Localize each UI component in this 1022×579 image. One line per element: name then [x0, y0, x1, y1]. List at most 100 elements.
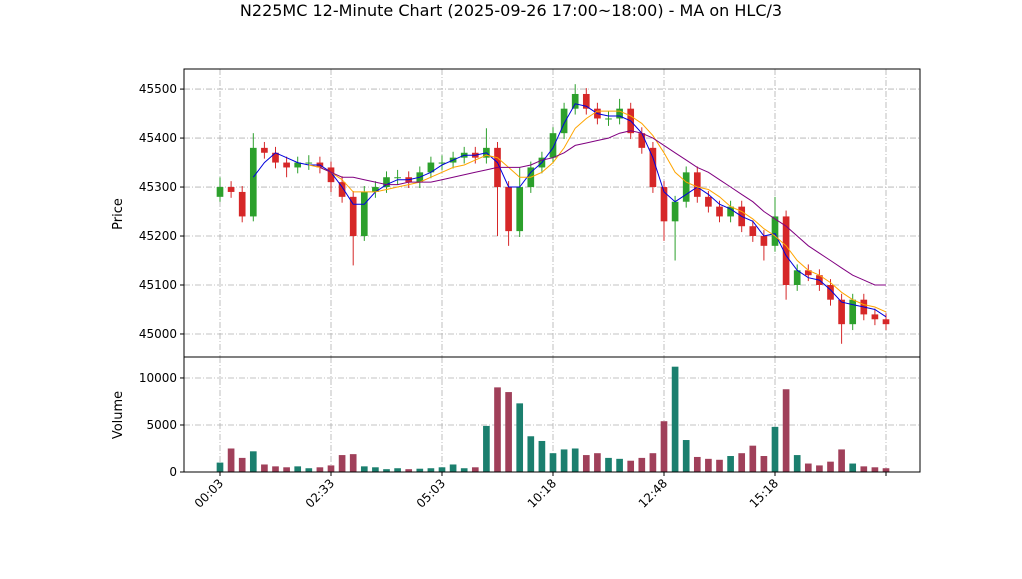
x-tick-label: 02:33: [303, 476, 337, 510]
candle-body: [782, 216, 790, 285]
volume-bar: [338, 455, 346, 472]
volume-bar: [849, 463, 857, 472]
candle-body: [227, 187, 235, 192]
volume-bar: [216, 462, 224, 472]
volume-bar: [372, 467, 379, 472]
candle-body: [760, 236, 768, 246]
candle-body: [693, 172, 701, 197]
volume-bar: [816, 465, 823, 472]
volume-bar: [261, 464, 268, 472]
volume-bar: [405, 469, 413, 472]
volume-bar: [760, 456, 768, 472]
volume-bar: [505, 392, 512, 472]
candle-body: [638, 133, 646, 148]
volume-bar: [882, 468, 890, 472]
volume-bar: [716, 459, 723, 472]
y-axis-label: Price: [111, 198, 126, 230]
candle-body: [305, 162, 313, 164]
volume-bar: [705, 458, 712, 472]
y2-tick-label: 10000: [139, 371, 177, 385]
candle-body: [505, 187, 512, 232]
candle-body: [238, 191, 246, 217]
candle-body: [793, 270, 801, 285]
ma-line: [319, 130, 886, 286]
volume-bar: [449, 464, 457, 472]
volume-bar: [871, 467, 879, 472]
volume-bar: [649, 453, 657, 472]
x-tick-label: 10:18: [525, 476, 559, 510]
candle-body: [749, 226, 757, 237]
volume-bar: [305, 468, 313, 472]
volume-bar: [616, 458, 623, 472]
candle-body: [327, 167, 335, 183]
candle-body: [383, 177, 390, 188]
candle-body: [272, 152, 279, 163]
candle-body: [349, 196, 357, 237]
volume-bar: [238, 457, 246, 472]
volume-bar: [227, 448, 235, 472]
volume-bar: [383, 469, 390, 472]
candle-body: [649, 147, 657, 188]
volume-bar: [316, 467, 324, 472]
y-tick-label: 45000: [139, 327, 177, 341]
volume-bar: [594, 453, 601, 472]
volume-bar: [360, 466, 368, 472]
volume-bar: [804, 463, 812, 472]
candle-body: [716, 206, 723, 217]
volume-bar: [827, 461, 834, 472]
candle-body: [372, 187, 379, 192]
volume-bar: [771, 426, 779, 472]
candle-body: [705, 196, 712, 207]
price-panel-frame: [183, 68, 921, 358]
volume-bar: [671, 366, 679, 472]
volume-bar: [605, 457, 612, 472]
x-tick-label: 15:18: [747, 476, 781, 510]
volume-bar: [349, 454, 357, 472]
candle-body: [682, 172, 690, 202]
candle-body: [216, 187, 224, 197]
volume-bar: [560, 449, 568, 472]
y-tick-label: 45100: [139, 278, 177, 292]
volume-bar: [527, 436, 535, 472]
candle-body: [338, 182, 346, 197]
volume-bar: [682, 440, 690, 472]
volume-bar: [638, 457, 646, 472]
volume-bar: [549, 453, 557, 472]
volume-bar: [860, 466, 868, 472]
x-tick-label: 05:03: [414, 476, 448, 510]
candle-body: [516, 187, 524, 232]
volume-bar: [738, 453, 746, 472]
y-tick-label: 45300: [139, 180, 177, 194]
candle-body: [294, 162, 302, 168]
volume-bar: [582, 455, 590, 472]
candle-body: [283, 162, 290, 168]
volume-bar: [793, 455, 801, 472]
volume-bar: [283, 467, 290, 472]
volume-bar: [471, 467, 479, 472]
volume-bar: [294, 466, 302, 472]
volume-bar: [394, 468, 401, 472]
y2-tick-label: 5000: [146, 418, 177, 432]
volume-bar: [538, 440, 546, 472]
chart-title: N225MC 12-Minute Chart (2025-09-26 17:00…: [240, 1, 782, 20]
y-tick-label: 45200: [139, 229, 177, 243]
y-tick-label: 45400: [139, 131, 177, 145]
candle-body: [605, 118, 612, 120]
y-tick-label: 45500: [139, 82, 177, 96]
candle-body: [582, 93, 590, 109]
candle-body: [804, 270, 812, 276]
candle-body: [427, 162, 435, 173]
volume-bar: [838, 449, 845, 472]
volume-bar: [782, 389, 790, 472]
ma-line: [252, 103, 887, 318]
volume-bar: [483, 425, 490, 472]
candle-body: [438, 162, 446, 164]
candle-body: [249, 147, 257, 217]
volume-bar: [660, 421, 668, 472]
x-tick-label: 12:48: [636, 476, 670, 510]
volume-bar: [438, 467, 446, 472]
volume-bar: [427, 468, 435, 472]
candle-body: [560, 108, 568, 134]
x-tick-label: 00:03: [192, 476, 226, 510]
